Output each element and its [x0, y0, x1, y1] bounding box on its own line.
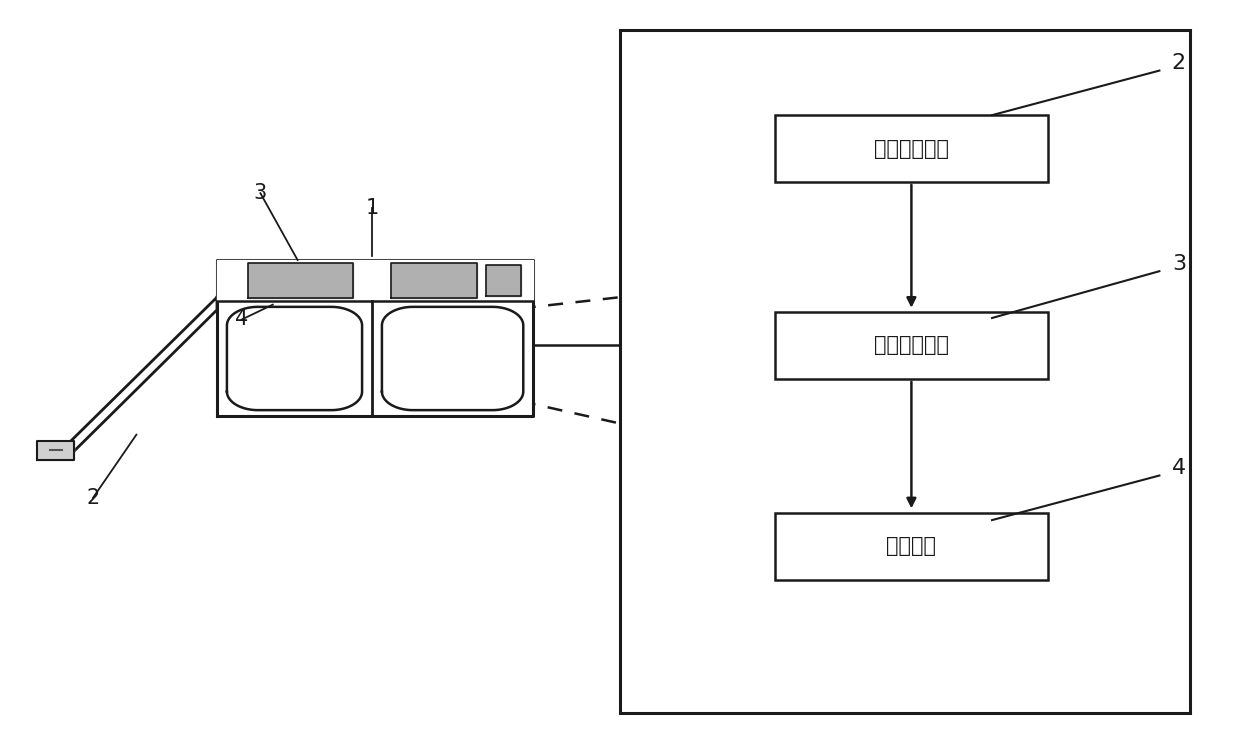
Text: 2: 2	[1172, 53, 1185, 73]
Polygon shape	[217, 260, 533, 416]
Text: 中央处理模块: 中央处理模块	[874, 336, 949, 355]
Text: 4: 4	[1172, 458, 1185, 478]
Bar	[775, 115, 1048, 182]
Bar	[775, 312, 1048, 379]
Text: 4: 4	[236, 310, 248, 329]
Text: 3: 3	[254, 184, 267, 203]
Polygon shape	[37, 441, 74, 459]
Text: 1: 1	[366, 198, 378, 218]
Text: 图像传输模块: 图像传输模块	[874, 139, 949, 158]
Polygon shape	[217, 260, 533, 301]
Bar	[620, 30, 1190, 713]
Polygon shape	[248, 263, 353, 298]
Polygon shape	[486, 265, 521, 296]
Polygon shape	[227, 307, 362, 410]
Bar	[775, 513, 1048, 580]
Polygon shape	[68, 297, 217, 457]
Polygon shape	[382, 307, 523, 410]
Text: 显示模块: 显示模块	[887, 536, 936, 556]
Text: 2: 2	[87, 488, 99, 507]
Text: 3: 3	[1172, 254, 1185, 273]
Polygon shape	[391, 263, 477, 298]
